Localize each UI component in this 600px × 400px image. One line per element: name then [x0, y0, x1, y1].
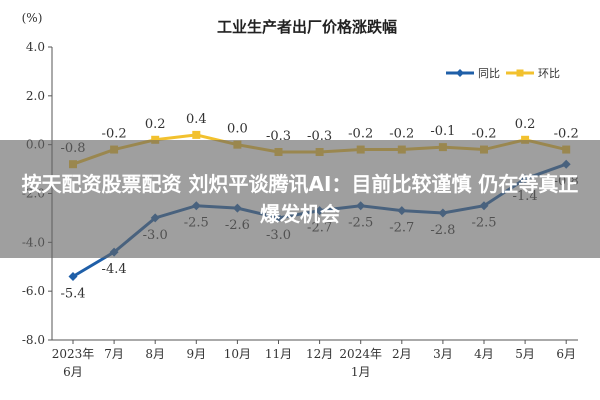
y-tick-label: 4.0	[26, 40, 45, 54]
y-tick-label: -6.0	[22, 284, 45, 298]
x-tick-label: 9月	[186, 347, 206, 361]
headline-text: 按天配资股票配资 刘炽平谈腾讯AI：目前比较谨慎 仍在等真正爆发机会	[21, 172, 579, 226]
data-label: -5.4	[60, 287, 85, 302]
x-tick-label: 6月	[63, 365, 83, 379]
x-tick-label: 3月	[433, 347, 453, 361]
data-label: -0.2	[348, 127, 373, 142]
x-tick-label: 8月	[145, 347, 165, 361]
y-unit-label: (%)	[22, 11, 43, 25]
y-tick-label: -8.0	[22, 333, 45, 347]
legend-label: 同比	[478, 67, 500, 80]
x-tick-label: 2024年	[339, 347, 382, 361]
chart-title: 工业生产者出厂价格涨跌幅	[217, 18, 397, 36]
x-tick-label: 2月	[392, 347, 412, 361]
data-label: 0.0	[227, 122, 248, 137]
x-tick-label: 12月	[306, 347, 333, 361]
legend-marker	[456, 69, 464, 77]
x-tick-label: 6月	[556, 347, 576, 361]
data-label: 0.4	[186, 112, 207, 127]
y-tick-label: 2.0	[26, 89, 45, 103]
data-point	[68, 272, 78, 282]
x-tick-label: 4月	[474, 347, 494, 361]
data-point	[151, 135, 160, 144]
data-label: -0.2	[554, 127, 579, 142]
headline-banner[interactable]: 按天配资股票配资 刘炽平谈腾讯AI：目前比较谨慎 仍在等真正爆发机会	[0, 140, 600, 258]
x-tick-label: 10月	[224, 347, 251, 361]
data-label: -0.2	[389, 127, 414, 142]
x-tick-label: 5月	[515, 347, 535, 361]
data-label: -4.4	[102, 262, 127, 277]
legend-label: 环比	[538, 67, 560, 80]
x-tick-label: 1月	[351, 365, 371, 379]
legend: 同比 环比	[446, 67, 560, 80]
data-label: -0.1	[430, 124, 455, 139]
x-tick-label: 7月	[104, 347, 124, 361]
x-tick-label: 11月	[265, 347, 292, 361]
data-label: -0.2	[102, 127, 127, 142]
data-label: 0.2	[145, 117, 166, 132]
data-label: -0.2	[471, 127, 496, 142]
legend-marker	[516, 69, 524, 77]
x-tick-label: 2023年	[52, 347, 95, 361]
data-point	[521, 135, 530, 144]
data-label: 0.2	[515, 117, 536, 132]
data-point	[192, 130, 201, 139]
